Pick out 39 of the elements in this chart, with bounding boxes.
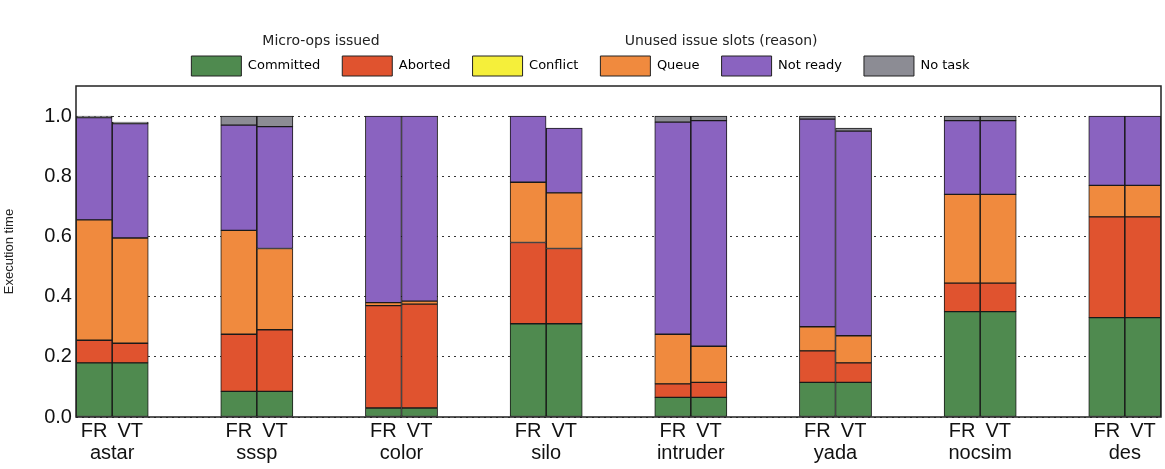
text: color (379, 440, 424, 463)
text: Unused issue slots (reason) (624, 31, 818, 48)
text: yada (813, 440, 859, 463)
x-tick-label: FR (948, 418, 976, 441)
legend-label: Not ready (778, 57, 843, 73)
legend-label: Aborted (398, 57, 451, 73)
legend-label: Queue (656, 57, 700, 73)
y-axis-title: Execution time (1, 208, 17, 295)
legend-label: No task (920, 57, 971, 73)
x-tick-label: FR (80, 418, 108, 441)
x-tick-label: FR (514, 418, 542, 441)
x-tick-label: VT (262, 418, 288, 441)
x-tick-label: VT (551, 418, 578, 441)
x-tick-label: VT (696, 418, 722, 441)
legend-label: Conflict (529, 57, 579, 73)
x-tick-label: FR (804, 418, 831, 441)
text: intruder (656, 440, 726, 463)
x-tick-label: FR (1093, 418, 1121, 441)
x-tick-label: VT (1130, 418, 1156, 441)
legend-label: Committed (247, 57, 321, 73)
text: nocsim (948, 440, 1012, 463)
text: des (1108, 440, 1141, 463)
x-tick-label: VT (117, 418, 144, 441)
y-tick-label: 0.8 (44, 163, 72, 186)
y-tick-label: 0.4 (44, 284, 72, 307)
text: sssp (236, 440, 278, 463)
x-tick-label: VT (406, 418, 433, 441)
x-tick-label: FR (225, 418, 253, 441)
y-tick-label: 1.0 (44, 103, 72, 126)
text: astar (89, 440, 135, 463)
text: Micro-ops issued (262, 31, 380, 48)
y-tick-label: 0.0 (44, 404, 72, 427)
x-tick-label: FR (659, 418, 687, 441)
y-tick-label: 0.2 (44, 344, 72, 367)
x-tick-label: VT (985, 418, 1012, 441)
text: silo (531, 440, 562, 463)
y-tick-label: 0.6 (44, 223, 72, 246)
x-tick-label: FR (370, 418, 397, 441)
x-tick-label: VT (840, 418, 867, 441)
